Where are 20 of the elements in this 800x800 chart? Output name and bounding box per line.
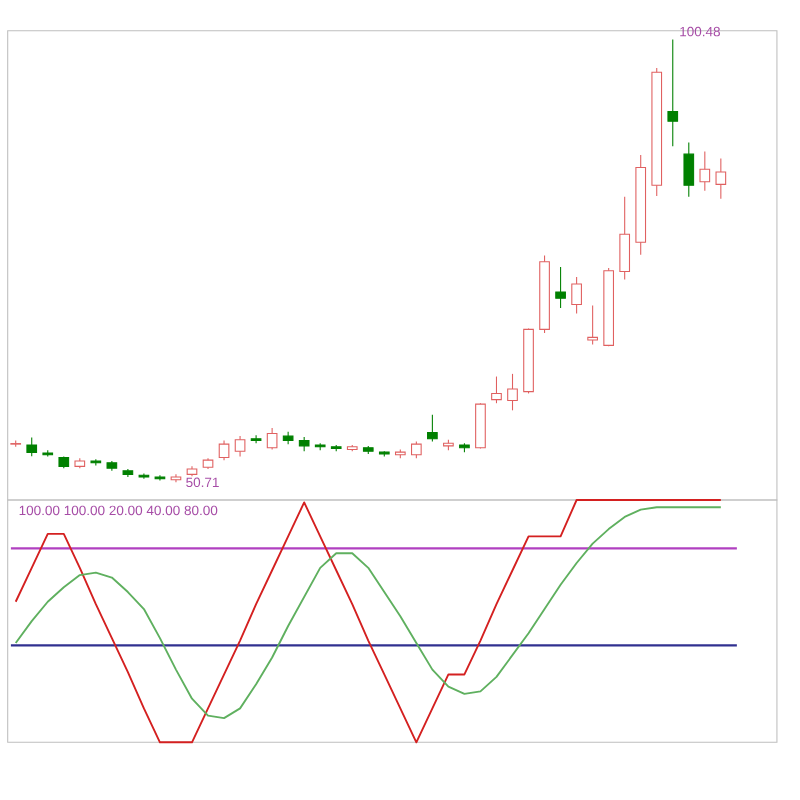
candlestick xyxy=(699,150,711,192)
candlestick xyxy=(715,158,727,200)
candlestick xyxy=(587,304,598,346)
candlestick xyxy=(250,434,262,444)
candlestick xyxy=(427,414,438,442)
candlestick xyxy=(138,472,150,480)
candlestick xyxy=(234,435,246,458)
candlestick xyxy=(475,402,486,450)
candlestick xyxy=(507,373,518,411)
candlestick xyxy=(491,375,502,404)
candlestick xyxy=(218,440,230,461)
candlestick xyxy=(282,431,294,445)
candlestick xyxy=(266,427,278,451)
candlestick xyxy=(619,196,631,281)
candlestick xyxy=(26,436,38,457)
candlestick xyxy=(571,276,582,314)
candlestick xyxy=(555,266,566,309)
candlestick xyxy=(683,142,695,198)
candlestick xyxy=(667,39,679,147)
candlestick xyxy=(154,474,166,482)
